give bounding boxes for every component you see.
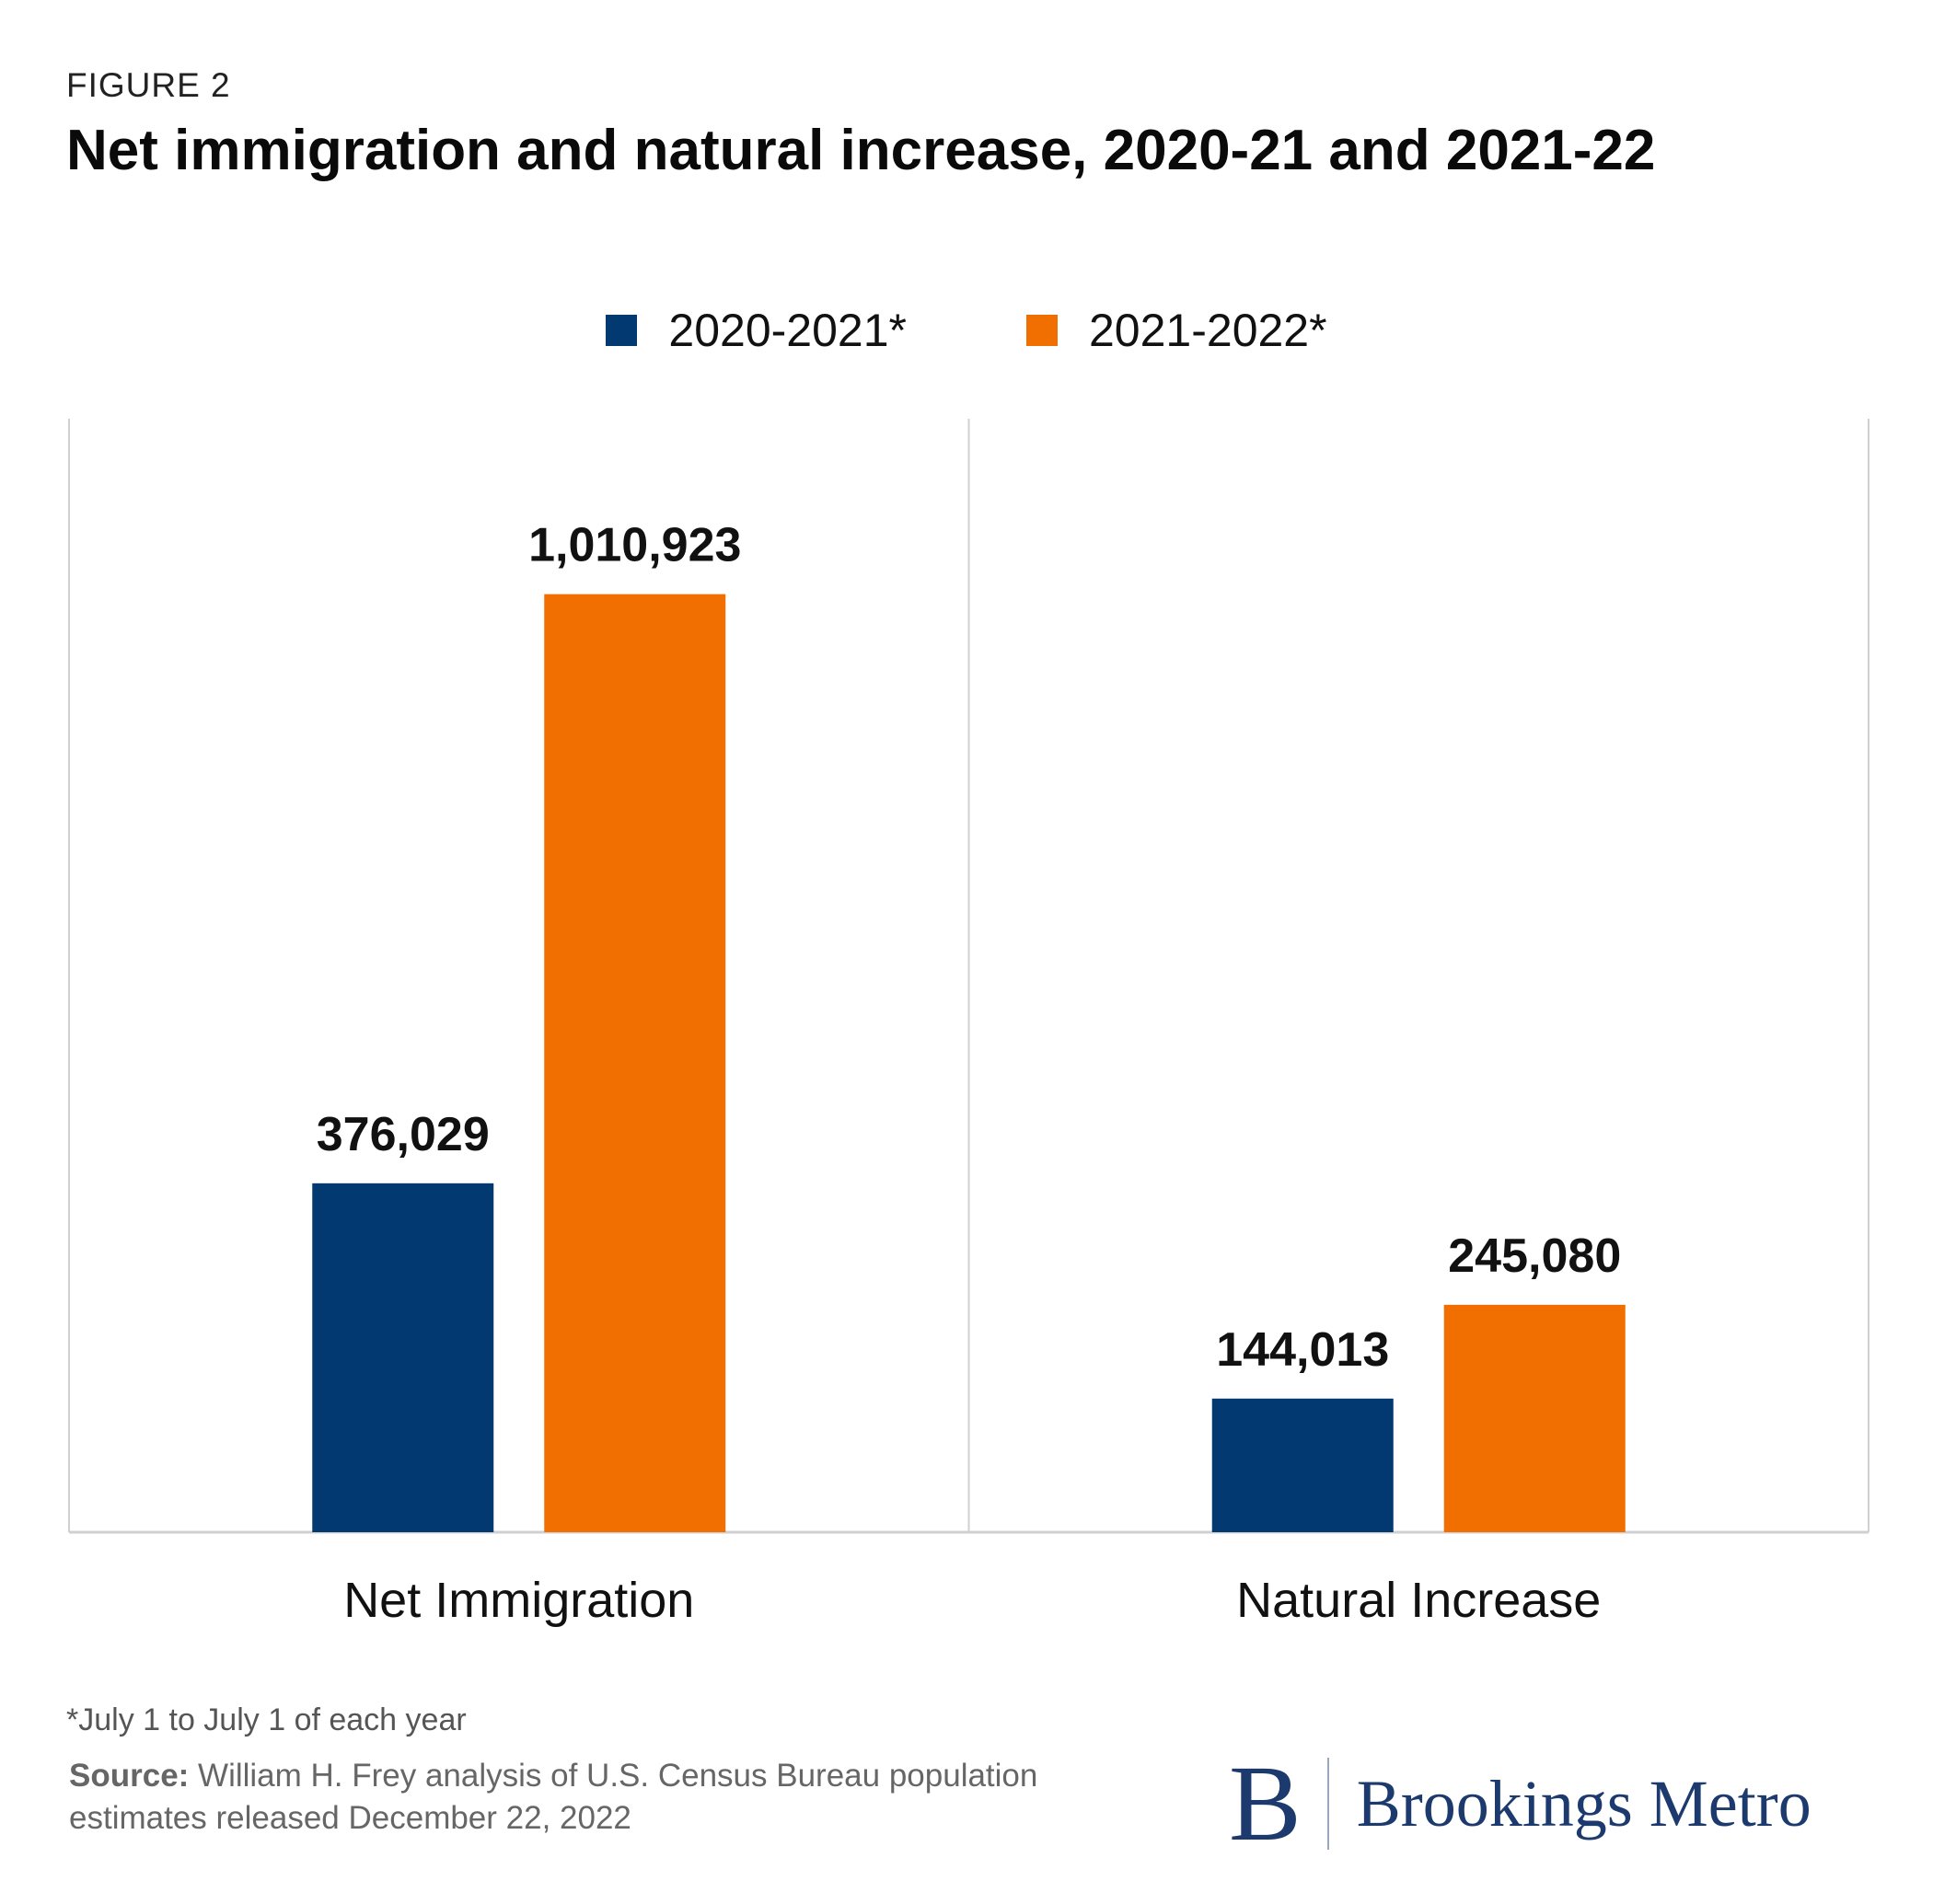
source-label: Source:	[69, 1758, 190, 1794]
legend-item-series-1: 2020-2021*	[606, 304, 907, 357]
legend: 2020-2021* 2021-2022*	[0, 304, 1933, 357]
legend-label-series-1: 2020-2021*	[668, 305, 907, 356]
bar-1-1	[312, 1183, 494, 1532]
legend-swatch-series-1	[606, 315, 638, 346]
category-label: Natural Increase	[1236, 1573, 1601, 1628]
footnote: *July 1 to July 1 of each year	[66, 1702, 467, 1737]
logo-text: Brookings Metro	[1356, 1766, 1811, 1841]
data-label: 376,029	[317, 1108, 490, 1161]
data-label: 245,080	[1448, 1229, 1621, 1283]
legend-swatch-series-2	[1026, 315, 1058, 346]
data-label: 144,013	[1216, 1323, 1389, 1377]
legend-label-series-2: 2021-2022*	[1089, 305, 1327, 356]
logo-divider	[1326, 1758, 1329, 1850]
category-label: Net Immigration	[343, 1573, 694, 1628]
source-text: William H. Frey analysis of U.S. Census …	[69, 1758, 1038, 1836]
legend-item-series-2: 2021-2022*	[1026, 304, 1327, 357]
figure-label: FIGURE 2	[66, 66, 231, 104]
bar-2-2	[1443, 1304, 1626, 1532]
logo-mark: B	[1229, 1743, 1302, 1864]
chart-title: Net immigration and natural increase, 20…	[66, 119, 1656, 182]
source-note: Source: William H. Frey analysis of U.S.…	[69, 1755, 1100, 1840]
brookings-metro-logo: B Brookings Metro	[1229, 1748, 1811, 1859]
bar-1-2	[1211, 1398, 1394, 1532]
data-label: 1,010,923	[528, 519, 741, 572]
bar-2-1	[544, 594, 726, 1532]
